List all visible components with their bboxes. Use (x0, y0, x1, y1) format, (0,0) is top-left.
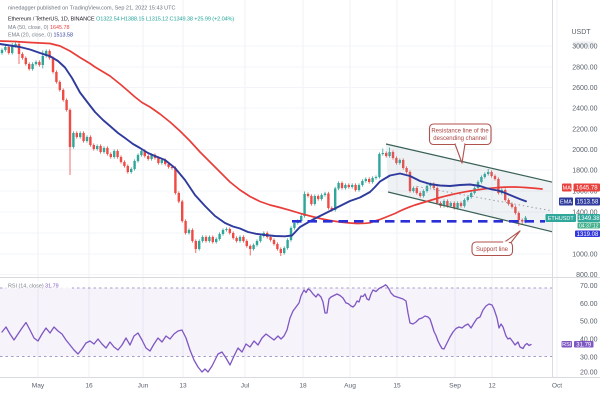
svg-text:MA (50, close, 0) 1645.78: MA (50, close, 0) 1645.78 (8, 25, 69, 31)
svg-text:1513.58: 1513.58 (577, 200, 599, 206)
svg-text:15: 15 (393, 383, 401, 390)
svg-text:descending channel: descending channel (433, 136, 486, 142)
svg-text:USDT: USDT (571, 29, 591, 36)
svg-text:800.00: 800.00 (576, 272, 598, 279)
svg-text:18: 18 (299, 383, 307, 390)
svg-text:RSI: RSI (562, 342, 572, 348)
svg-text:2000.00: 2000.00 (572, 147, 597, 154)
svg-text:70.00: 70.00 (580, 283, 598, 290)
svg-text:Sep: Sep (449, 383, 461, 390)
svg-text:Aug: Aug (344, 383, 356, 390)
svg-text:20.00: 20.00 (580, 369, 598, 376)
svg-text:2200.00: 2200.00 (572, 126, 597, 133)
svg-text:31.79: 31.79 (576, 342, 592, 348)
svg-text:2800.00: 2800.00 (572, 64, 597, 71)
svg-text:1349.38: 1349.38 (578, 216, 600, 222)
svg-text:12: 12 (488, 383, 496, 390)
svg-text:Jun: Jun (138, 383, 149, 390)
svg-text:MA: MA (563, 186, 572, 192)
svg-text:Ethereum / TetherUS, 1D, BINAN: Ethereum / TetherUS, 1D, BINANCE O1322.5… (8, 17, 234, 23)
svg-text:16: 16 (85, 383, 93, 390)
svg-text:1800.00: 1800.00 (572, 167, 597, 174)
svg-text:60.00: 60.00 (580, 301, 598, 308)
svg-text:Oct: Oct (552, 383, 562, 390)
svg-text:1000.00: 1000.00 (572, 251, 597, 258)
svg-text:ninedagger published on Tradin: ninedagger published on TradingView.com,… (8, 6, 175, 12)
svg-text:1645.78: 1645.78 (576, 186, 598, 192)
svg-text:Support line: Support line (476, 247, 509, 253)
svg-text:04:37:12: 04:37:12 (579, 223, 599, 229)
svg-text:50.00: 50.00 (580, 319, 598, 326)
svg-text:2600.00: 2600.00 (572, 85, 597, 92)
svg-text:ETHUSDT: ETHUSDT (548, 216, 575, 222)
svg-text:13: 13 (179, 383, 187, 390)
svg-text:EMA: EMA (560, 200, 572, 206)
svg-text:RSI (14, close) 31.79: RSI (14, close) 31.79 (8, 284, 59, 290)
svg-text:30.00: 30.00 (580, 354, 598, 361)
svg-text:May: May (32, 383, 45, 390)
svg-text:Resistance line of the: Resistance line of the (431, 129, 489, 135)
svg-text:Jul: Jul (241, 383, 250, 390)
svg-text:2400.00: 2400.00 (572, 105, 597, 112)
svg-text:3000.00: 3000.00 (572, 43, 597, 50)
svg-text:1319.08: 1319.08 (577, 232, 599, 238)
svg-text:EMA (20, close, 0) 1513.58: EMA (20, close, 0) 1513.58 (8, 33, 73, 39)
